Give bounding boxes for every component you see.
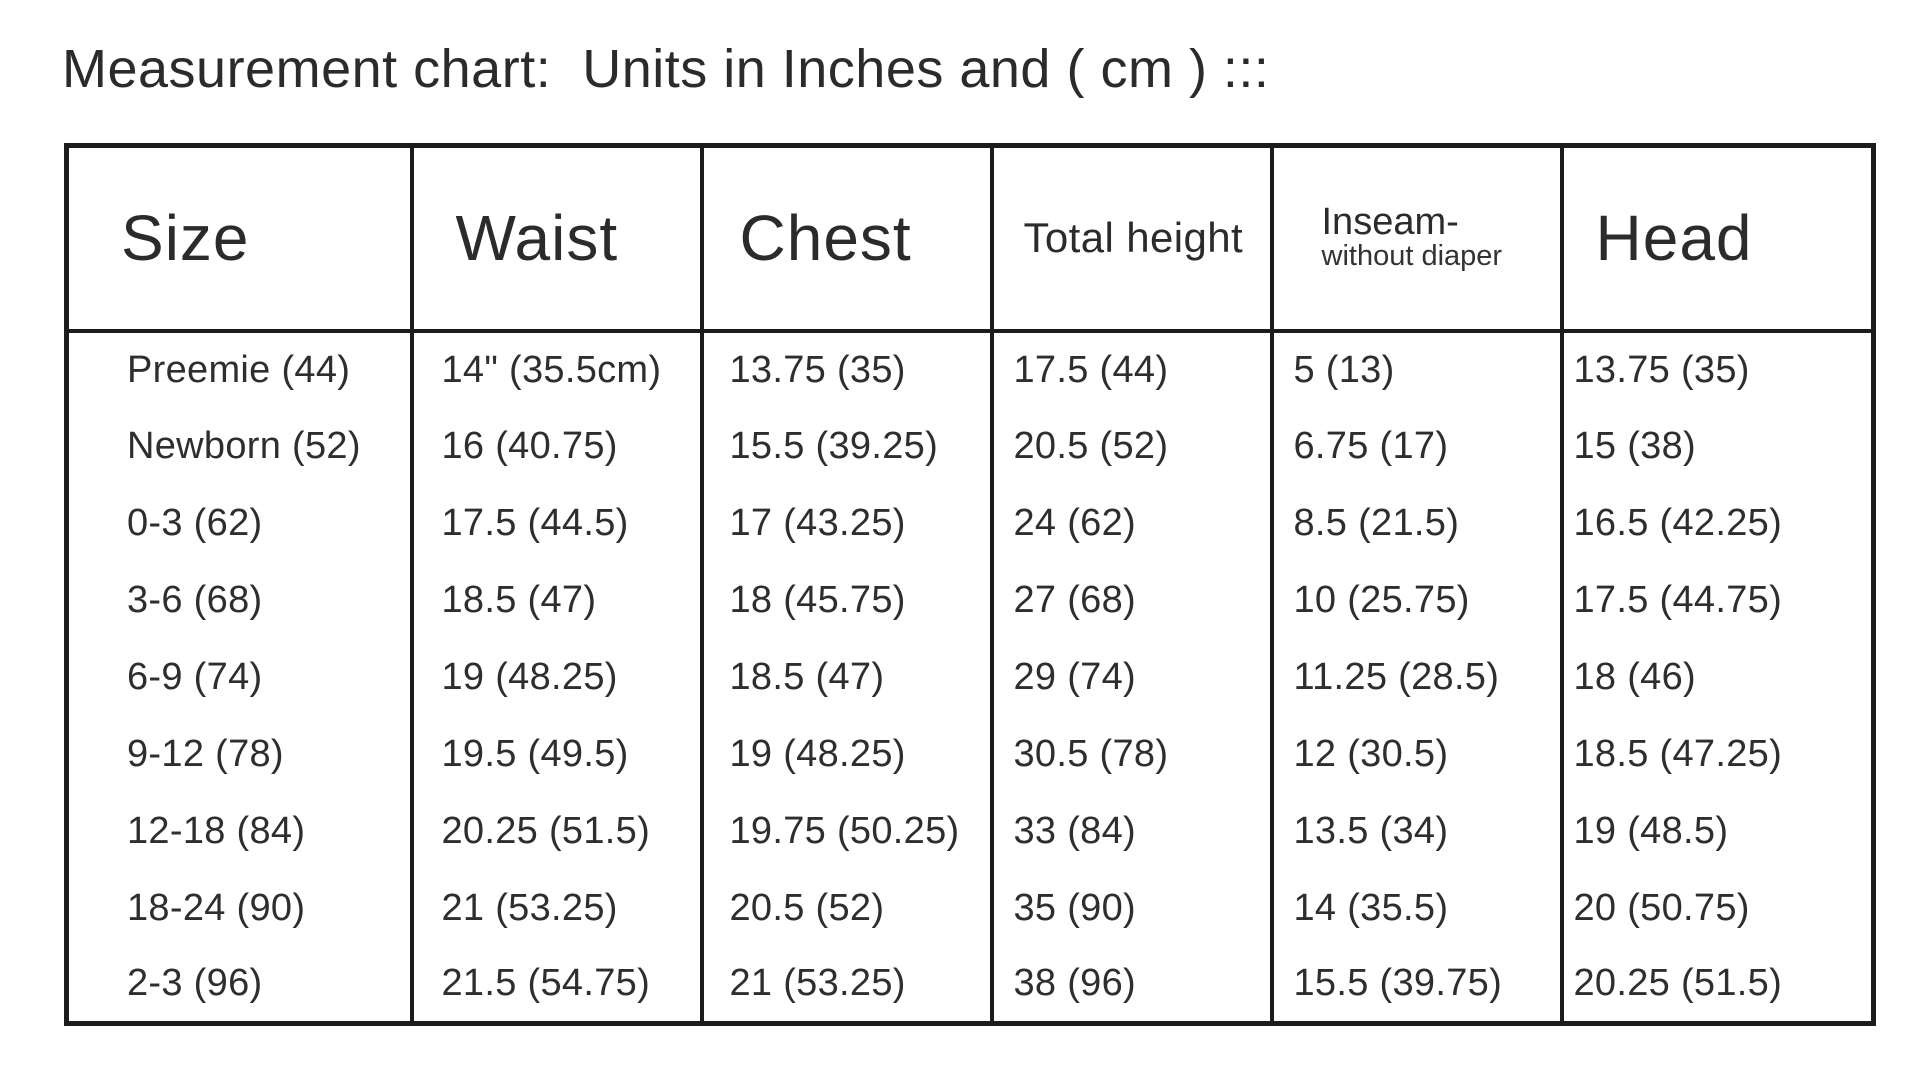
table-cell: 18.5 (47): [411, 561, 704, 639]
table-cell: 19.75 (50.25): [701, 792, 994, 870]
table-cell: 12-18 (84): [66, 792, 414, 870]
table-cell: 38 (96): [991, 946, 1274, 1024]
column-header-label: Head: [1595, 202, 1753, 275]
table-cell: 20.25 (51.5): [411, 792, 704, 870]
measurement-table: Size Waist Chest Total height Inseam- wi…: [64, 143, 1876, 1026]
column-header-inseam: Inseam- without diaper: [1271, 145, 1564, 333]
table-cell: 17.5 (44.75): [1573, 578, 1783, 621]
table-cell: 18.5 (47.25): [1573, 732, 1783, 775]
table-cell: 21 (53.25): [411, 869, 704, 947]
table-cell: 8.5 (21.5): [1271, 484, 1564, 562]
table-row: Preemie (44) 14" (35.5cm) 13.75 (35) 17.5 (…: [66, 330, 1874, 408]
table-row: 12-18 (84) 20.25 (51.5) 19.75 (50.25) 33 (8…: [66, 792, 1874, 870]
table-cell: 2-3 (96): [66, 946, 414, 1024]
column-header-chest: Chest: [701, 145, 994, 333]
table-cell: 3-6 (68): [66, 561, 414, 639]
column-header-label: Total height: [1023, 214, 1244, 262]
table-cell: 18-24 (90): [66, 869, 414, 947]
table-cell: 6.75 (17): [1271, 407, 1564, 485]
table-cell: 14" (35.5cm): [411, 330, 704, 408]
column-header-label: Inseam-: [1321, 201, 1459, 244]
table-row: Newborn (52) 16 (40.75) 15.5 (39.25) 20.5 (…: [66, 407, 1874, 485]
table-cell: 27 (68): [991, 561, 1274, 639]
table-cell: 20.5 (52): [991, 407, 1274, 485]
table-row: 0-3 (62) 17.5 (44.5) 17 (43.25) 24 (62) 8.5 …: [66, 484, 1874, 562]
table-cell: 16.5 (42.25): [1573, 501, 1783, 544]
table-cell: 30.5 (78): [991, 715, 1274, 793]
column-header-sublabel: without diaper: [1321, 240, 1503, 273]
table-cell: 0-3 (62): [66, 484, 414, 562]
table-cell: 11.25 (28.5): [1271, 638, 1564, 716]
column-header-waist: Waist: [411, 145, 704, 333]
table-row: 3-6 (68) 18.5 (47) 18 (45.75) 27 (68) 10 (25…: [66, 561, 1874, 639]
header-row: Size Waist Chest Total height Inseam- wi…: [66, 145, 1874, 333]
table-cell: 24 (62): [991, 484, 1274, 562]
column-header-label: Chest: [739, 202, 912, 275]
table-cell: 15.5 (39.75): [1271, 946, 1564, 1024]
table-cell: 18 (46): [1573, 655, 1697, 698]
table-cell: 10 (25.75): [1271, 561, 1564, 639]
column-header-total-height: Total height: [991, 145, 1274, 333]
table-cell: 15.5 (39.25): [701, 407, 994, 485]
table-row: 9-12 (78) 19.5 (49.5) 19 (48.25) 30.5 (78) 1…: [66, 715, 1874, 793]
table-cell: 18.5 (47): [701, 638, 994, 716]
table-cell: 19 (48.5): [1573, 809, 1729, 852]
table-cell: 18 (45.75): [701, 561, 994, 639]
table-cell: 29 (74): [991, 638, 1274, 716]
table-row: 18-24 (90) 21 (53.25) 20.5 (52) 35 (90) 14 (…: [66, 869, 1874, 947]
table-cell: 17 (43.25): [701, 484, 994, 562]
table-cell: 17.5 (44.5): [411, 484, 704, 562]
page-title: Measurement chart: Units in Inches and (…: [62, 39, 1270, 99]
table-cell: 15 (38): [1573, 424, 1697, 467]
column-header-label: Waist: [455, 202, 619, 275]
table-body: Preemie (44) 14" (35.5cm) 13.75 (35) 17.5 (…: [66, 330, 1874, 1024]
table-cell: 13.75 (35): [701, 330, 994, 408]
table-header: Size Waist Chest Total height Inseam- wi…: [66, 145, 1874, 333]
table-cell: 6-9 (74): [66, 638, 414, 716]
column-header-head: Head: [1561, 145, 1874, 333]
table-cell: 20 (50.75): [1573, 886, 1750, 929]
table-cell: 20.25 (51.5): [1573, 962, 1783, 1005]
table-cell: 20.5 (52): [701, 869, 994, 947]
table-cell: Newborn (52): [66, 407, 414, 485]
table-cell: 16 (40.75): [411, 407, 704, 485]
table-cell: 21.5 (54.75): [411, 946, 704, 1024]
table-cell: 13.5 (34): [1271, 792, 1564, 870]
table-cell: 19.5 (49.5): [411, 715, 704, 793]
table-row: 6-9 (74) 19 (48.25) 18.5 (47) 29 (74) 11.25 …: [66, 638, 1874, 716]
table-cell: 19 (48.25): [701, 715, 994, 793]
column-header-size: Size: [66, 145, 414, 333]
table-row: 2-3 (96) 21.5 (54.75) 21 (53.25) 38 (96) 15.…: [66, 946, 1874, 1024]
table-cell: 5 (13): [1271, 330, 1564, 408]
table-cell: 33 (84): [991, 792, 1274, 870]
column-header-label: Size: [121, 202, 250, 275]
table-cell: 35 (90): [991, 869, 1274, 947]
table-cell: 21 (53.25): [701, 946, 994, 1024]
table-cell: 12 (30.5): [1271, 715, 1564, 793]
table-cell: 14 (35.5): [1271, 869, 1564, 947]
table-cell: 17.5 (44): [991, 330, 1274, 408]
table-cell: 13.75 (35): [1573, 348, 1750, 391]
table-cell: 9-12 (78): [66, 715, 414, 793]
table-cell: 19 (48.25): [411, 638, 704, 716]
table-cell: Preemie (44): [66, 330, 414, 408]
